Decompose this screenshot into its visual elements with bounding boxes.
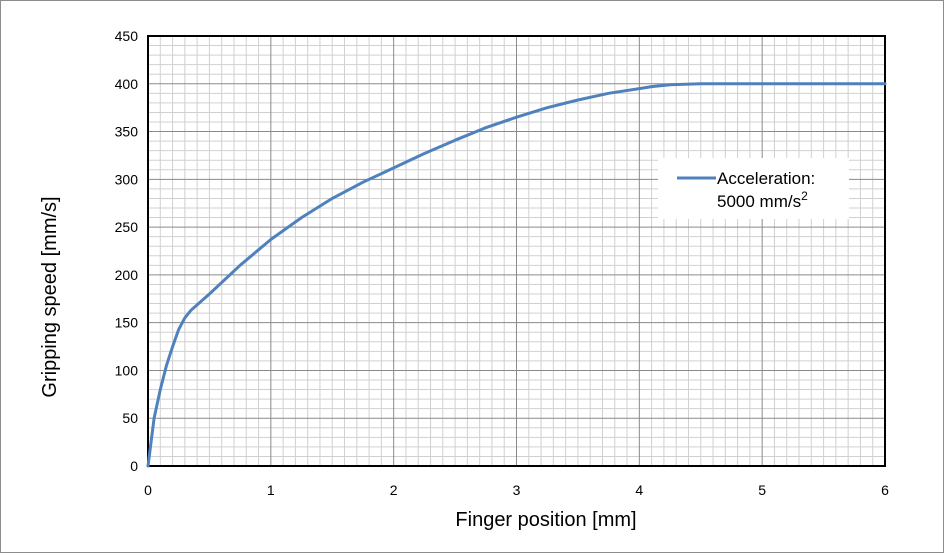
- x-tick-label: 4: [635, 482, 643, 498]
- y-tick-label: 150: [115, 315, 139, 331]
- x-tick-label: 5: [758, 482, 766, 498]
- legend: Acceleration: 5000 mm/s2: [658, 158, 849, 219]
- x-tick-label: 0: [144, 482, 152, 498]
- legend-superscript: 2: [801, 189, 808, 203]
- x-tick-label: 3: [513, 482, 521, 498]
- x-axis-label: Finger position [mm]: [455, 509, 636, 531]
- legend-text-line1: Acceleration:: [717, 169, 815, 188]
- y-tick-label: 400: [115, 76, 139, 92]
- x-tick-label: 2: [390, 482, 398, 498]
- plot-area-border: [147, 35, 886, 467]
- x-tick-label: 1: [267, 482, 275, 498]
- y-tick-label: 350: [115, 124, 139, 140]
- y-tick-label: 300: [115, 171, 139, 187]
- legend-box: [658, 158, 849, 219]
- y-tick-label: 50: [122, 410, 138, 426]
- x-tick-label: 6: [881, 482, 889, 498]
- series-layer: [146, 82, 887, 468]
- y-axis-tick-labels: 0 50 100 150 200 250 300 350 400 450: [115, 28, 139, 474]
- x-axis-tick-labels: 0 1 2 3 4 5 6: [144, 482, 889, 498]
- y-tick-label: 200: [115, 267, 139, 283]
- y-tick-label: 100: [115, 362, 139, 378]
- y-tick-label: 450: [115, 28, 139, 44]
- y-axis-label: Gripping speed [mm/s]: [39, 196, 61, 397]
- legend-text-line2: 5000 mm/s2: [717, 189, 808, 211]
- y-tick-label: 0: [130, 458, 138, 474]
- series-line: [146, 82, 887, 468]
- y-tick-label: 250: [115, 219, 139, 235]
